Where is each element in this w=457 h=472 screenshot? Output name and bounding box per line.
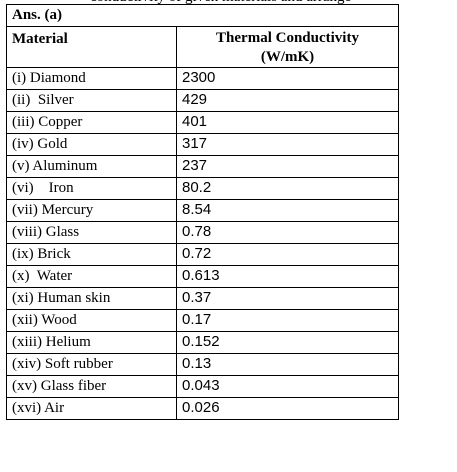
table-row: (vii) Mercury 8.54	[6, 199, 399, 222]
conductivity-value-cell: 0.152	[176, 331, 399, 354]
conductivity-value-cell: 0.613	[176, 265, 399, 288]
table-row: (v) Aluminum 237	[6, 155, 399, 178]
conductivity-value-cell: 317	[176, 133, 399, 156]
conductivity-value-cell: 0.17	[176, 309, 399, 332]
table-row: (xiv) Soft rubber 0.13	[6, 353, 399, 376]
conductivity-value-cell: 0.72	[176, 243, 399, 266]
answer-row: Ans. (a)	[6, 4, 399, 27]
table-row: (ix) Brick 0.72	[6, 243, 399, 266]
material-cell: (ix) Brick	[6, 243, 177, 266]
table-row: (xiii) Helium 0.152	[6, 331, 399, 354]
conductivity-value-cell: 0.13	[176, 353, 399, 376]
table-row: (iii) Copper 401	[6, 111, 399, 134]
material-cell: (iii) Copper	[6, 111, 177, 134]
table-row: (xv) Glass fiber 0.043	[6, 375, 399, 398]
table-row: (viii) Glass 0.78	[6, 221, 399, 244]
conductivity-value-cell: 0.026	[176, 397, 399, 420]
table-row: (iv) Gold 317	[6, 133, 399, 156]
material-cell: (ii) Silver	[6, 89, 177, 112]
header-row: Material Thermal Conductivity (W/mK)	[6, 26, 399, 68]
material-cell: (i) Diamond	[6, 67, 177, 90]
material-cell: (vi) Iron	[6, 177, 177, 200]
header-material: Material	[6, 26, 177, 68]
answer-label: Ans. (a)	[6, 4, 399, 27]
conductivity-value-cell: 237	[176, 155, 399, 178]
header-conductivity-unit: (W/mK)	[260, 49, 315, 65]
table-row: (xvi) Air 0.026	[6, 397, 399, 420]
thermal-conductivity-table: Ans. (a) Material Thermal Conductivity (…	[6, 4, 399, 420]
table-row: (ii) Silver 429	[6, 89, 399, 112]
material-cell: (x) Water	[6, 265, 177, 288]
conductivity-value-cell: 8.54	[176, 199, 399, 222]
material-cell: (xii) Wood	[6, 309, 177, 332]
conductivity-value-cell: 2300	[176, 67, 399, 90]
material-cell: (iv) Gold	[6, 133, 177, 156]
material-cell: (xiv) Soft rubber	[6, 353, 177, 376]
material-cell: (xi) Human skin	[6, 287, 177, 310]
header-conductivity-line1: Thermal Conductivity	[216, 30, 359, 46]
conductivity-value-cell: 0.043	[176, 375, 399, 398]
material-cell: (v) Aluminum	[6, 155, 177, 178]
table-row: (vi) Iron 80.2	[6, 177, 399, 200]
table-row: (xii) Wood 0.17	[6, 309, 399, 332]
material-cell: (viii) Glass	[6, 221, 177, 244]
conductivity-value-cell: 0.37	[176, 287, 399, 310]
conductivity-value-cell: 0.78	[176, 221, 399, 244]
cropped-text-fragment: conductivity of given materials and arra…	[90, 0, 390, 5]
conductivity-value-cell: 80.2	[176, 177, 399, 200]
header-conductivity: Thermal Conductivity (W/mK)	[176, 26, 399, 68]
material-cell: (xv) Glass fiber	[6, 375, 177, 398]
material-cell: (vii) Mercury	[6, 199, 177, 222]
material-cell: (xiii) Helium	[6, 331, 177, 354]
table-row: (x) Water 0.613	[6, 265, 399, 288]
conductivity-value-cell: 429	[176, 89, 399, 112]
material-cell: (xvi) Air	[6, 397, 177, 420]
table-row: (xi) Human skin 0.37	[6, 287, 399, 310]
table-row: (i) Diamond 2300	[6, 67, 399, 90]
conductivity-value-cell: 401	[176, 111, 399, 134]
